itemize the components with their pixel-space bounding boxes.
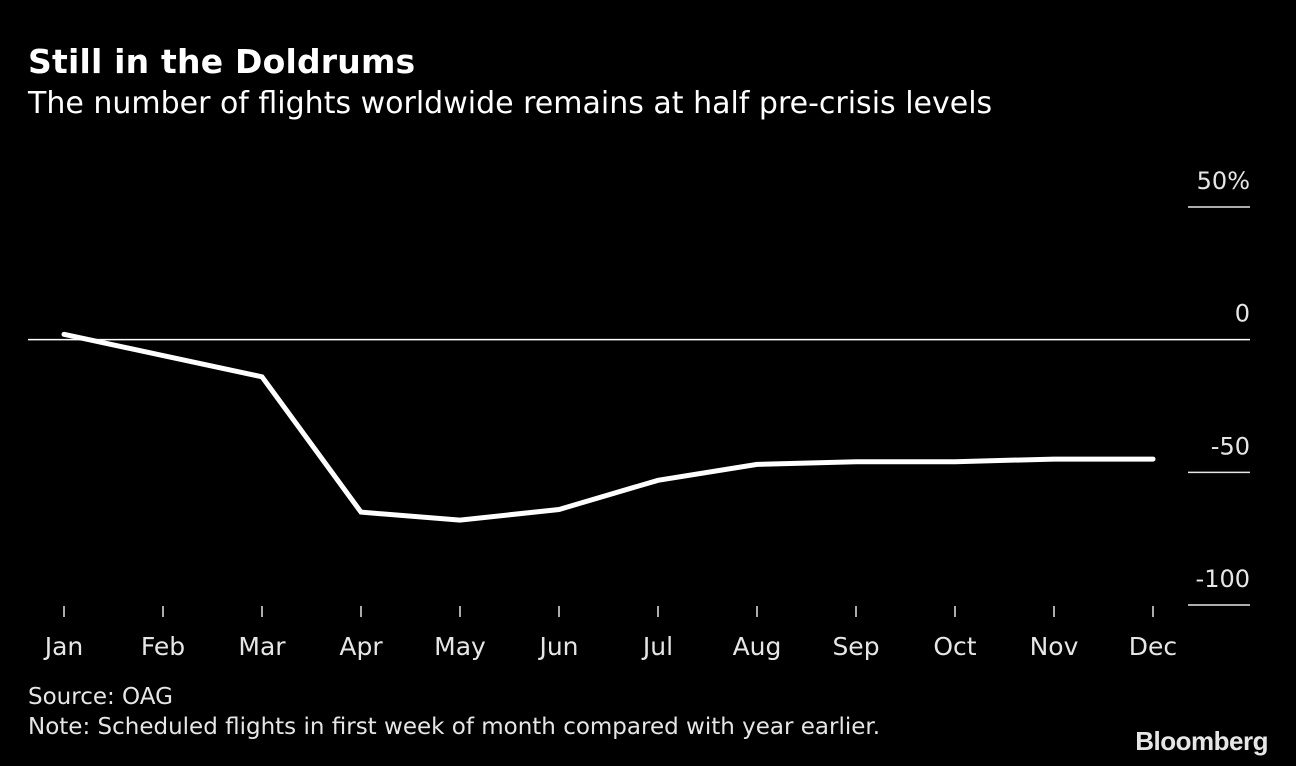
x-tick-label: Jul	[641, 632, 673, 661]
x-tick-label: Sep	[832, 632, 879, 661]
y-tick-label: 50%	[1197, 167, 1250, 195]
chart-title: Still in the Doldrums	[28, 42, 416, 81]
x-tick-label: Oct	[933, 632, 976, 661]
x-tick-label: Jun	[537, 632, 578, 661]
x-tick-label: May	[434, 632, 486, 661]
x-axis: Jan Feb Mar Apr May Jun Jul Aug Sep Oct Nov Dec	[43, 606, 1177, 661]
x-tick-label: Apr	[339, 632, 383, 661]
x-tick-label: Mar	[238, 632, 286, 661]
bloomberg-logo: Bloomberg	[1135, 726, 1268, 756]
x-tick-label: Jan	[43, 632, 84, 661]
y-tick-label: -50	[1211, 432, 1250, 460]
methodology-note: Note: Scheduled flights in first week of…	[28, 714, 881, 740]
y-tick-label: -100	[1196, 565, 1250, 593]
x-tick-label: Feb	[141, 632, 185, 661]
x-tick-label: Aug	[733, 632, 782, 661]
y-axis: 50% 0 -50 -100	[28, 167, 1250, 606]
source-note: Source: OAG	[28, 684, 173, 710]
series-group	[61, 331, 1156, 523]
x-tick-label: Dec	[1129, 632, 1177, 661]
x-tick-label: Nov	[1030, 632, 1079, 661]
series-line	[61, 331, 1156, 523]
y-tick-label: 0	[1235, 300, 1250, 328]
chart-subtitle: The number of flights worldwide remains …	[28, 86, 993, 121]
